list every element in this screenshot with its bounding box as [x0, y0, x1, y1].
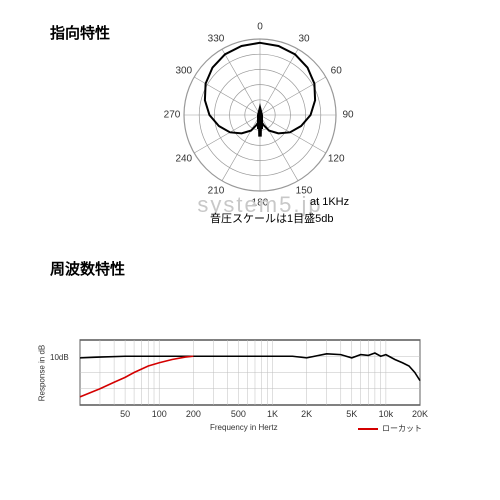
legend-lowcut: ローカット — [382, 423, 422, 434]
freq-xtick: 200 — [186, 409, 201, 419]
polar-note-2: 音圧スケールは1目盛5db — [210, 210, 333, 226]
freq-xtick: 100 — [152, 409, 167, 419]
freq-xtick: 500 — [231, 409, 246, 419]
polar-note-1: at 1KHz — [310, 196, 349, 208]
freq-xtick: 10k — [379, 409, 394, 419]
freq-xtick: 5K — [346, 409, 357, 419]
freq-title: 周波数特性 — [50, 258, 125, 279]
freq-ytick: 10dB — [50, 353, 69, 362]
freq-xtick: 50 — [120, 409, 130, 419]
freq-xtick: 2K — [301, 409, 312, 419]
freq-ylabel: Response in dB — [38, 344, 47, 400]
freq-xtick: 20K — [412, 409, 428, 419]
legend-lowcut-line — [358, 428, 378, 430]
freq-xtick: 1K — [267, 409, 278, 419]
freq-xlabel: Frequency in Hertz — [210, 423, 278, 432]
